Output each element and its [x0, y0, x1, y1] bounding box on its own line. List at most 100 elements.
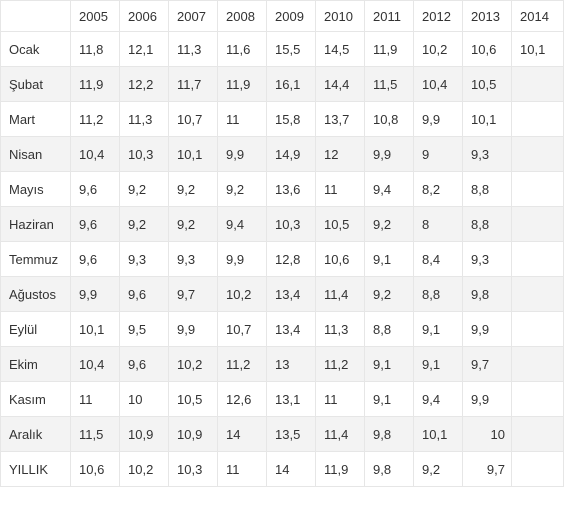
value-cell: 15,8: [266, 101, 316, 137]
table-row: Ocak 11,8 12,1 11,3 11,6 15,5 14,5 11,9 10,2 10,6…: [0, 31, 564, 67]
value-cell: [511, 276, 564, 312]
month-label: Ağustos: [0, 276, 71, 312]
month-label: Kasım: [0, 381, 71, 417]
value-cell: 8,2: [413, 171, 463, 207]
value-cell: 10,8: [364, 101, 414, 137]
value-cell: 9,1: [364, 381, 414, 417]
value-cell: [511, 381, 564, 417]
value-cell: 13,7: [315, 101, 365, 137]
value-cell: 9,9: [462, 381, 512, 417]
value-cell: 9,3: [462, 241, 512, 277]
value-cell: [511, 66, 564, 102]
year-header: 2012: [413, 0, 463, 32]
value-cell: 10,1: [70, 311, 120, 347]
value-cell: 10,1: [168, 136, 218, 172]
value-cell: 12,1: [119, 31, 169, 67]
value-cell: 10,3: [168, 451, 218, 487]
value-cell: 9,6: [119, 346, 169, 382]
value-cell: 11,6: [217, 31, 267, 67]
value-cell: 10: [119, 381, 169, 417]
value-cell: [511, 451, 564, 487]
value-cell: 11: [217, 451, 267, 487]
table-row: Aralık 11,5 10,9 10,9 14 13,5 11,4 9,8 10,1 10: [0, 416, 564, 452]
value-cell: 10,5: [315, 206, 365, 242]
value-cell: [511, 241, 564, 277]
value-cell: 10: [462, 416, 512, 452]
year-header: 2014: [511, 0, 564, 32]
value-cell: 11,9: [315, 451, 365, 487]
value-cell: 9,2: [119, 206, 169, 242]
value-cell: 11,3: [119, 101, 169, 137]
value-cell: 9: [413, 136, 463, 172]
year-header: 2008: [217, 0, 267, 32]
value-cell: 10,3: [266, 206, 316, 242]
year-header: 2009: [266, 0, 316, 32]
value-cell: 9,2: [413, 451, 463, 487]
bottom-whitespace: [0, 487, 566, 507]
value-cell: 11,9: [70, 66, 120, 102]
value-cell: 10,1: [462, 101, 512, 137]
value-cell: 9,6: [70, 171, 120, 207]
value-cell: 9,6: [119, 276, 169, 312]
value-cell: 13,1: [266, 381, 316, 417]
value-cell: 8,4: [413, 241, 463, 277]
value-cell: 9,8: [364, 416, 414, 452]
value-cell: 9,6: [70, 241, 120, 277]
value-cell: 11,3: [315, 311, 365, 347]
value-cell: 9,8: [364, 451, 414, 487]
value-cell: 11,4: [315, 276, 365, 312]
table-row: Mart 11,2 11,3 10,7 11 15,8 13,7 10,8 9,9 10,1: [0, 101, 564, 137]
value-cell: 9,4: [413, 381, 463, 417]
value-cell: 9,3: [119, 241, 169, 277]
value-cell: 10,6: [462, 31, 512, 67]
value-cell: 12,2: [119, 66, 169, 102]
value-cell: [511, 346, 564, 382]
value-cell: 9,3: [168, 241, 218, 277]
value-cell: 9,2: [364, 206, 414, 242]
unemployment-table: 2005 2006 2007 2008 2009 2010 2011 2012 …: [0, 0, 564, 487]
value-cell: 11,7: [168, 66, 218, 102]
value-cell: 11,5: [364, 66, 414, 102]
value-cell: 11: [70, 381, 120, 417]
value-cell: 11,3: [168, 31, 218, 67]
value-cell: 15,5: [266, 31, 316, 67]
value-cell: 10,2: [168, 346, 218, 382]
table-row: Mayıs 9,6 9,2 9,2 9,2 13,6 11 9,4 8,2 8,8: [0, 171, 564, 207]
month-label: Eylül: [0, 311, 71, 347]
value-cell: 10,1: [511, 31, 564, 67]
value-cell: 9,9: [168, 311, 218, 347]
value-cell: 9,8: [462, 276, 512, 312]
value-cell: 9,9: [70, 276, 120, 312]
value-cell: 9,2: [217, 171, 267, 207]
value-cell: 10,5: [168, 381, 218, 417]
value-cell: 9,4: [364, 171, 414, 207]
value-cell: 10,4: [413, 66, 463, 102]
value-cell: 13: [266, 346, 316, 382]
value-cell: 11: [217, 101, 267, 137]
value-cell: 13,4: [266, 311, 316, 347]
value-cell: 13,4: [266, 276, 316, 312]
table-row: Şubat 11,9 12,2 11,7 11,9 16,1 14,4 11,5 10,4 10,…: [0, 66, 564, 102]
value-cell: 8,8: [462, 171, 512, 207]
table-body: Ocak 11,8 12,1 11,3 11,6 15,5 14,5 11,9 10,2 10,6…: [0, 31, 564, 487]
value-cell: 9,9: [217, 136, 267, 172]
year-header: 2011: [364, 0, 414, 32]
value-cell: 14,5: [315, 31, 365, 67]
value-cell: 11,9: [364, 31, 414, 67]
value-cell: 10,2: [217, 276, 267, 312]
value-cell: 9,1: [413, 311, 463, 347]
value-cell: 10,1: [413, 416, 463, 452]
value-cell: 10,9: [168, 416, 218, 452]
value-cell: [511, 311, 564, 347]
month-label: Şubat: [0, 66, 71, 102]
header-row: 2005 2006 2007 2008 2009 2010 2011 2012 …: [0, 0, 564, 32]
value-cell: 10,9: [119, 416, 169, 452]
value-cell: 9,1: [413, 346, 463, 382]
value-cell: 11,8: [70, 31, 120, 67]
value-cell: 11: [315, 381, 365, 417]
month-label: Nisan: [0, 136, 71, 172]
value-cell: 14: [217, 416, 267, 452]
value-cell: 11,2: [217, 346, 267, 382]
month-label: Temmuz: [0, 241, 71, 277]
